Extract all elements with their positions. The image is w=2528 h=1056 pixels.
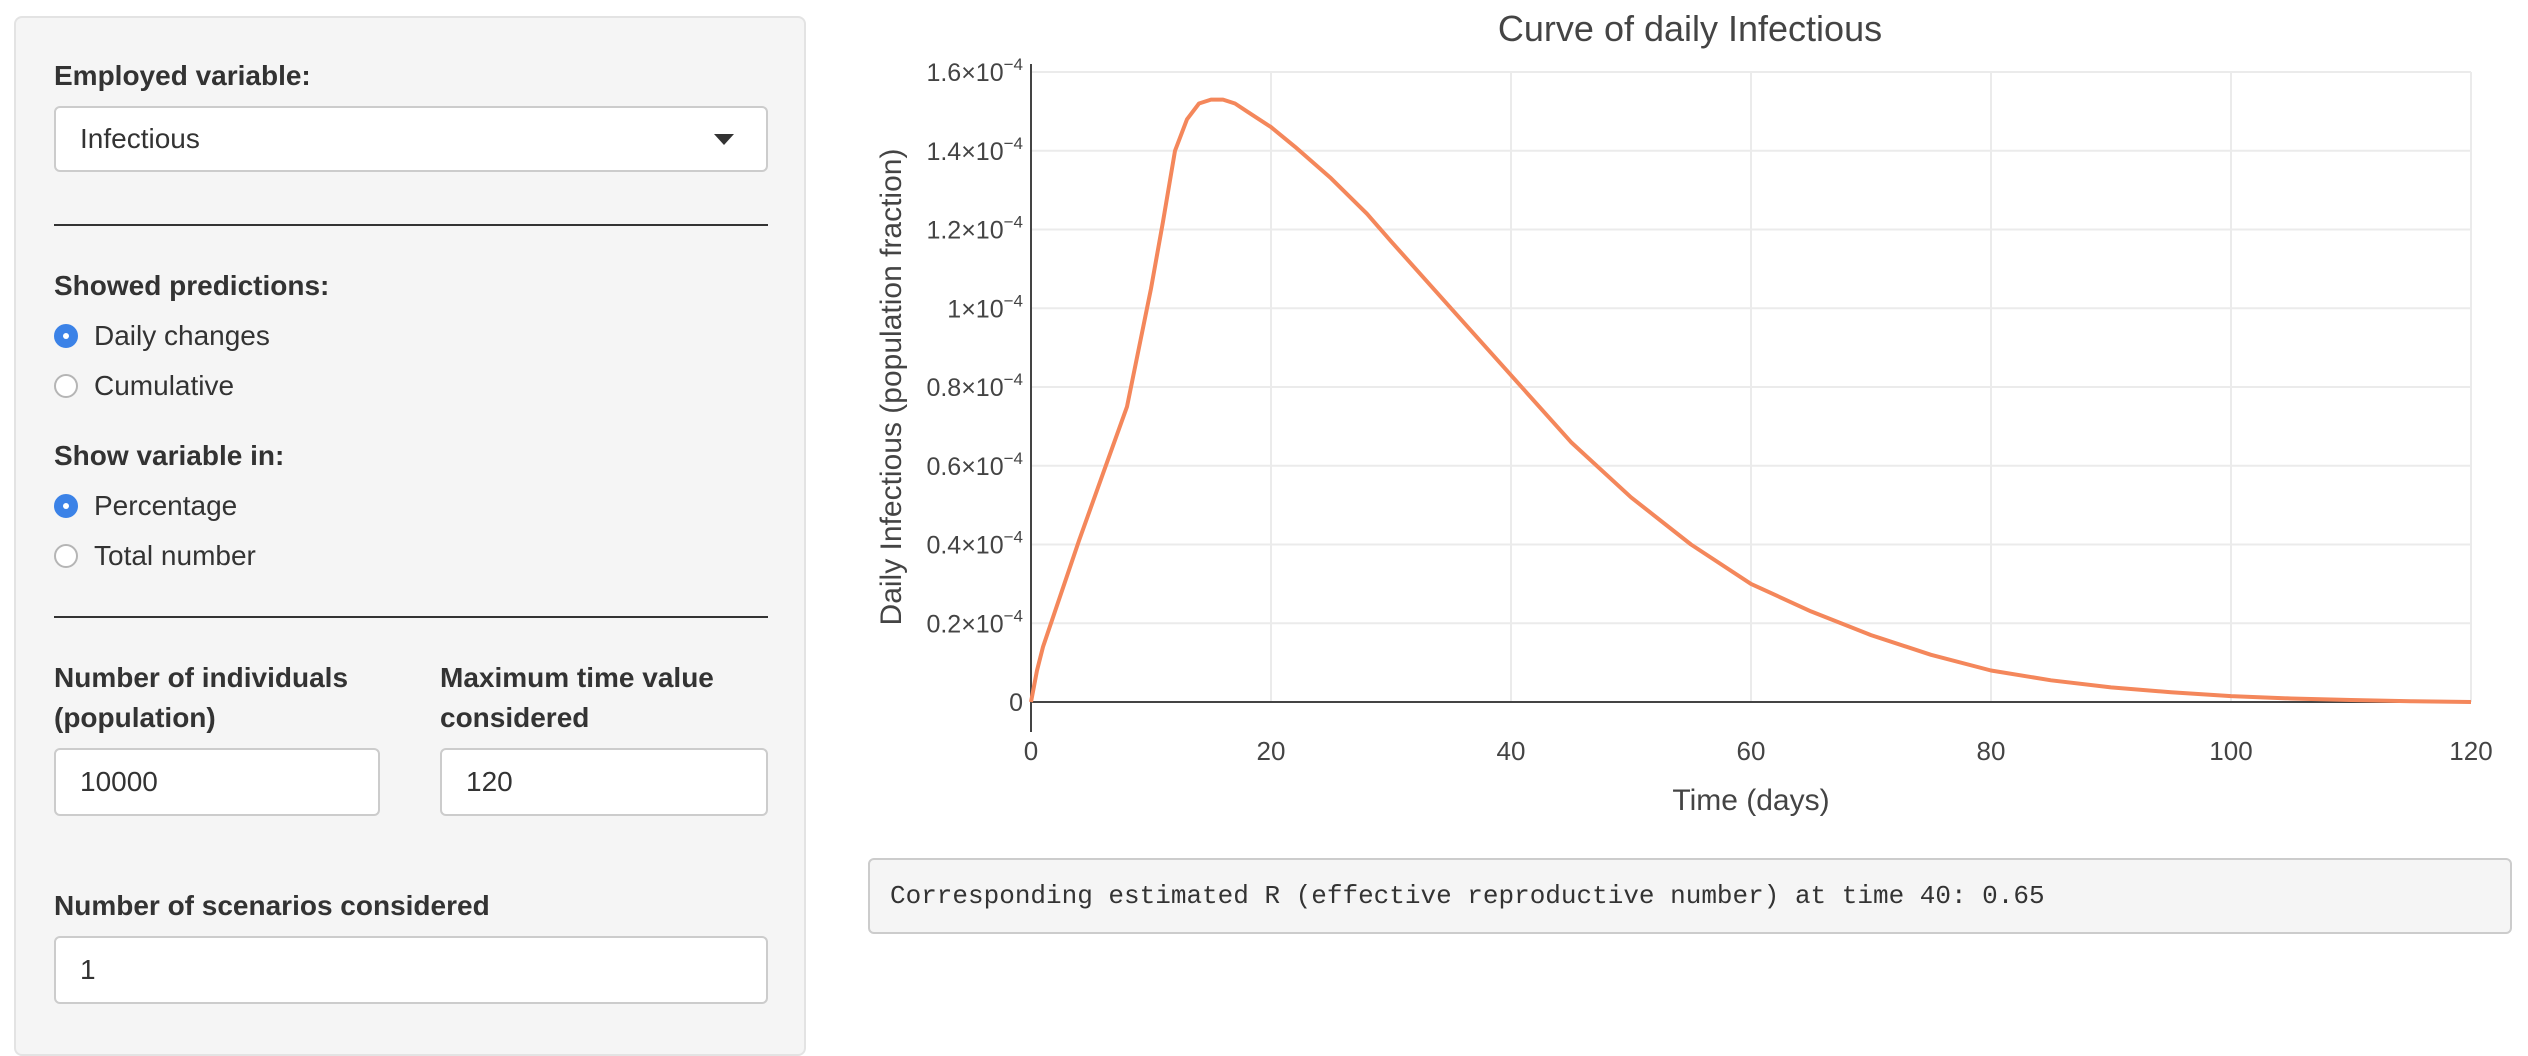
population-label-line1: Number of individuals — [54, 662, 349, 693]
max-time-label-line1: Maximum time value — [440, 662, 714, 693]
x-tick-label: 0 — [1024, 736, 1038, 766]
radio-unselected-icon[interactable] — [54, 374, 78, 398]
employed-variable-select[interactable]: Infectious — [54, 106, 768, 172]
radio-label: Daily changes — [94, 320, 270, 351]
max-time-label-line2: considered — [440, 702, 590, 733]
x-tick-label: 100 — [2209, 736, 2252, 766]
x-tick-label: 80 — [1977, 736, 2006, 766]
x-tick-label: 40 — [1497, 736, 1526, 766]
employed-variable-label: Employed variable: — [54, 60, 311, 91]
r-estimate-output: Corresponding estimated R (effective rep… — [868, 858, 2512, 934]
radio-label: Total number — [94, 540, 256, 571]
y-tick-label: 0.4×10−4 — [926, 528, 1023, 560]
max-time-input[interactable]: 120 — [440, 748, 768, 816]
divider — [54, 616, 768, 618]
y-tick-label: 1×10−4 — [947, 291, 1023, 323]
radio-label: Cumulative — [94, 370, 235, 401]
line-chart: 0 20 40 60 80 100 120 0 0.2×10−4 0.4×10−4 0.6×10−4… — [875, 55, 2493, 817]
population-input[interactable]: 10000 — [54, 748, 380, 816]
scenarios-input[interactable]: 1 — [54, 936, 768, 1004]
y-tick-label: 0 — [1009, 689, 1023, 717]
radio-label: Percentage — [94, 490, 238, 521]
employed-variable-value: Infectious — [80, 123, 200, 154]
x-tick-label: 20 — [1257, 736, 1286, 766]
predictions-label: Showed predictions: — [54, 270, 330, 301]
population-label-line2: (population) — [54, 702, 216, 733]
chart-container: Curve of daily Infectious 0 20 40 60 80 100 12… — [860, 0, 2520, 840]
caret-down-icon — [714, 134, 734, 145]
x-tick-label: 120 — [2449, 736, 2492, 766]
radio-unselected-icon[interactable] — [54, 544, 78, 568]
x-axis-title: Time (days) — [1672, 784, 1829, 817]
x-tick-label: 60 — [1737, 736, 1766, 766]
y-tick-label: 1.6×10−4 — [926, 55, 1023, 87]
radio-selected-icon[interactable] — [54, 324, 78, 348]
series-line — [1029, 97, 2472, 704]
show-variable-label: Show variable in: — [54, 440, 285, 471]
y-tick-label: 1.4×10−4 — [926, 134, 1023, 166]
y-tick-label: 1.2×10−4 — [926, 213, 1023, 245]
scenarios-label: Number of scenarios considered — [54, 890, 490, 921]
y-axis-title: Daily Infectious (population fraction) — [875, 149, 908, 626]
radio-selected-icon[interactable] — [54, 494, 78, 518]
y-tick-label: 0.8×10−4 — [926, 370, 1023, 402]
y-tick-label: 0.6×10−4 — [926, 449, 1023, 481]
chart-title: Curve of daily Infectious — [1497, 8, 1883, 49]
y-tick-label: 0.2×10−4 — [926, 606, 1023, 638]
divider — [54, 224, 768, 226]
input-panel — [14, 16, 806, 1056]
